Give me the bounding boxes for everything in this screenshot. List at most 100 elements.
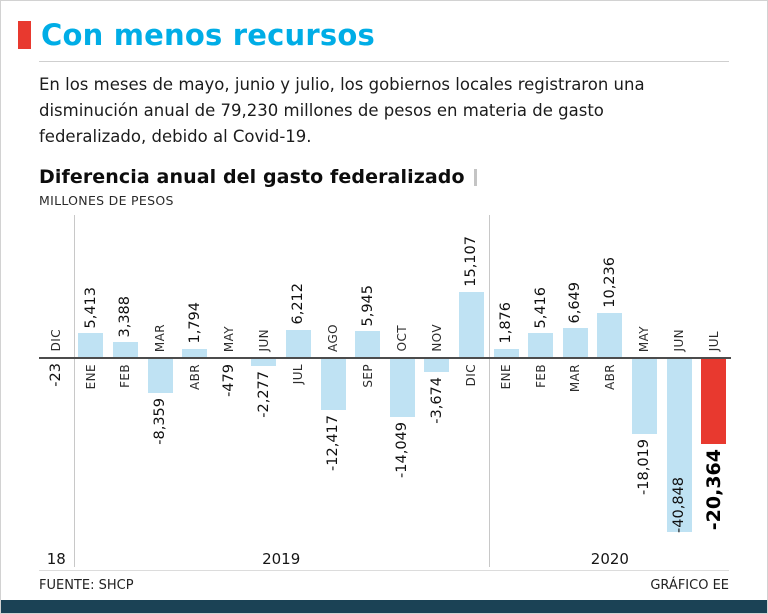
- chart-column: AGO -12,417: [316, 213, 351, 567]
- credit-label: GRÁFICO EE: [650, 578, 729, 593]
- header: Con menos recursos: [18, 18, 729, 52]
- chart-column: ABR 10,236: [593, 213, 628, 567]
- chart-column: ABR 1,794: [177, 213, 212, 567]
- bar-value-label: -20,364: [702, 449, 725, 531]
- zero-axis-line: [39, 356, 731, 359]
- bar-month-label: NOV: [429, 324, 444, 352]
- bar-month-label: DIC: [464, 363, 479, 387]
- chart-column: JUL -20,364: [696, 213, 731, 567]
- bar: [666, 356, 692, 533]
- bar-value-label: -23: [48, 362, 65, 387]
- bar-month-label: DIC: [49, 329, 64, 352]
- chart-column: NOV -3,674: [420, 213, 455, 567]
- year-separator: [73, 214, 75, 567]
- bar: [458, 291, 484, 357]
- bar: [355, 331, 381, 357]
- content-area: Con menos recursos En los meses de mayo,…: [1, 1, 767, 568]
- bar: [251, 356, 277, 367]
- page-title: Con menos recursos: [41, 17, 375, 52]
- bar-value-label: -18,019: [636, 439, 653, 496]
- bar-month-label: JUN: [256, 329, 271, 352]
- bar: [182, 348, 208, 357]
- year-label: 18: [46, 549, 66, 568]
- bar-month-label: ABR: [602, 363, 617, 390]
- bar-month-label: ENE: [499, 363, 514, 390]
- bar-value-label: -8,359: [152, 397, 169, 445]
- chart-column: MAY -18,019: [627, 213, 662, 567]
- bar-month-label: JUN: [672, 329, 687, 352]
- bar: [597, 312, 623, 357]
- bar: [285, 329, 311, 357]
- bar-value-label: 6,212: [290, 283, 307, 325]
- bar-month-label: FEB: [118, 363, 133, 388]
- bar-value-label: -479: [221, 363, 238, 397]
- bar-month-label: MAR: [153, 323, 168, 352]
- year-label: 2019: [262, 549, 301, 568]
- description-text: En los meses de mayo, junio y julio, los…: [39, 75, 645, 146]
- bottom-brand-strip: [1, 600, 767, 613]
- chart-column: MAR 6,649: [558, 213, 593, 567]
- chart-column: MAR -8,359: [143, 213, 178, 567]
- bar-value-label: -14,049: [394, 422, 411, 479]
- bar-value-label: -40,848: [671, 476, 688, 533]
- bar-month-label: SEP: [360, 363, 375, 388]
- bar: [631, 356, 657, 435]
- chart-title: Diferencia anual del gasto federalizado: [39, 166, 465, 189]
- chart-column: JUN -40,848: [662, 213, 697, 567]
- bar-month-label: MAR: [568, 363, 583, 392]
- chart-column: SEP 5,945: [350, 213, 385, 567]
- bar-value-label: 1,794: [186, 302, 203, 344]
- chart-column: FEB 5,416: [523, 213, 558, 567]
- title-accent-bar: [18, 21, 31, 49]
- chart-unit-label: MILLONES DE PESOS: [39, 192, 174, 208]
- bar: [493, 348, 519, 357]
- bar-value-label: 5,413: [82, 286, 99, 329]
- bar-value-label: -2,277: [255, 371, 272, 419]
- bar: [562, 328, 588, 357]
- bar-month-label: FEB: [533, 363, 548, 388]
- chart-column: JUL 6,212: [281, 213, 316, 567]
- bar-chart: DIC -23 ENE 5,413 FEB 3,388 MAR -8,359 ABR 1,794 M…: [39, 213, 731, 568]
- chart-title-tick: [473, 168, 477, 186]
- title-divider: [39, 61, 729, 62]
- chart-column: JUN -2,277: [247, 213, 282, 567]
- bar-month-label: MAY: [637, 325, 652, 352]
- bar-value-label: 1,876: [498, 302, 515, 344]
- bar-value-label: 5,945: [359, 284, 376, 327]
- chart-column: MAY -479: [212, 213, 247, 567]
- bar-value-label: 3,388: [117, 295, 134, 338]
- bar-value-label: 5,416: [532, 286, 549, 329]
- bar: [424, 356, 450, 373]
- bar-month-label: OCT: [395, 325, 410, 352]
- chart-column: ENE 5,413: [74, 213, 109, 567]
- bar-month-label: JUL: [706, 331, 721, 352]
- source-label: FUENTE: SHCP: [39, 578, 134, 593]
- bar: [112, 342, 138, 357]
- bar: [78, 333, 104, 357]
- chart-column: DIC 15,107: [454, 213, 489, 567]
- bar-value-label: -12,417: [325, 415, 342, 472]
- bar-value-label: 15,107: [463, 235, 480, 287]
- bar-value-label: 6,649: [567, 281, 584, 324]
- bar-month-label: JUL: [291, 363, 306, 384]
- bar: [389, 356, 415, 418]
- bar-month-label: ENE: [83, 363, 98, 390]
- bar-month-label: MAY: [222, 325, 237, 352]
- bar: [147, 356, 173, 393]
- year-label: 2020: [590, 549, 629, 568]
- chart-header: Diferencia anual del gasto federalizado: [39, 166, 729, 189]
- year-separator: [488, 214, 490, 567]
- bar-highlight: [701, 356, 727, 445]
- bar-value-label: 10,236: [601, 256, 618, 308]
- bar: [320, 356, 346, 411]
- chart-column: OCT -14,049: [385, 213, 420, 567]
- chart-column: ENE 1,876: [489, 213, 524, 567]
- bar-month-label: AGO: [326, 323, 341, 352]
- chart-column: DIC -23: [39, 213, 74, 567]
- bar-value-label: -3,674: [428, 377, 445, 425]
- bar-month-label: ABR: [187, 363, 202, 390]
- footer: FUENTE: SHCP GRÁFICO EE: [39, 570, 729, 593]
- bar: [528, 333, 554, 357]
- chart-column: FEB 3,388: [108, 213, 143, 567]
